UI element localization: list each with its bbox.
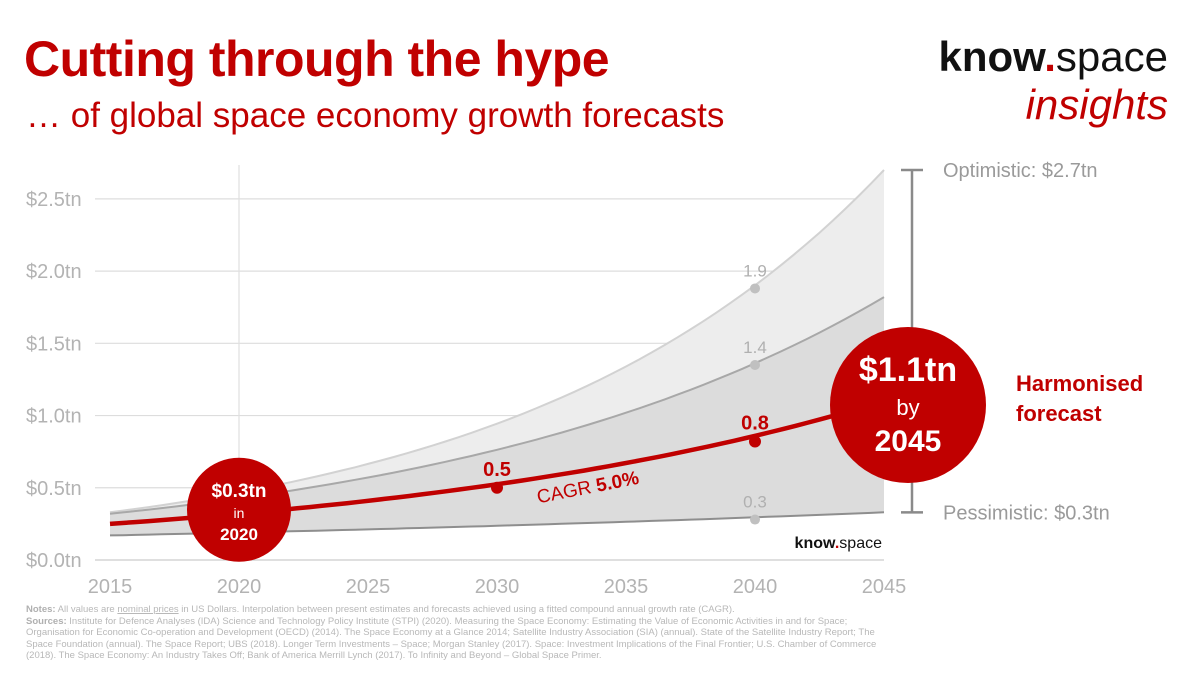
- end-callout-year: 2045: [875, 425, 942, 458]
- optimistic-label: Optimistic: $2.7tn: [943, 160, 1098, 182]
- data-label-harmonised: 0.5: [483, 459, 511, 481]
- sources-label: Sources:: [26, 615, 67, 627]
- page-subtitle: … of global space economy growth forecas…: [26, 96, 725, 135]
- data-point-harmonised: [749, 435, 761, 448]
- end-callout-word: by: [896, 395, 919, 420]
- brand-logo: know.space insights: [938, 36, 1168, 126]
- data-point-optimistic: [750, 283, 760, 294]
- pessimistic-label: Pessimistic: $0.3tn: [943, 502, 1110, 524]
- notes-post: in US Dollars. Interpolation between pre…: [178, 604, 735, 615]
- notes-pre: All values are: [55, 604, 118, 615]
- data-label-pessimistic: 0.3: [743, 493, 767, 512]
- forecast-chart: $0.0tn $0.5tn $1.0tn $1.5tn $2.0tn $2.5tn 2015…: [26, 160, 1143, 598]
- x-tick-label: 2025: [346, 576, 391, 598]
- end-callout-value: $1.1tn: [859, 351, 957, 389]
- x-tick-label: 2035: [604, 576, 649, 598]
- x-tick-label: 2020: [217, 576, 262, 598]
- x-tick-label: 2030: [475, 576, 520, 598]
- notes-label: Notes:: [26, 604, 56, 615]
- y-tick-label: $2.0tn: [26, 261, 82, 283]
- notes-line: Notes: All values are nominal prices in …: [26, 604, 896, 616]
- harmonised-label-line2: forecast: [1016, 401, 1102, 426]
- end-callout-circle: [830, 327, 986, 483]
- y-tick-label: $0.5tn: [26, 478, 82, 500]
- y-tick-label: $2.5tn: [26, 189, 82, 211]
- central-band: [110, 297, 884, 536]
- data-label-harmonised: 0.8: [741, 413, 769, 435]
- brand-wordmark: know.space: [938, 36, 1168, 78]
- y-tick-label: $1.5tn: [26, 333, 82, 355]
- page-title: Cutting through the hype: [24, 31, 610, 87]
- start-callout-word: in: [234, 505, 245, 521]
- range-bracket: Optimistic: $2.7tn Pessimistic: $0.3tn: [901, 160, 1110, 524]
- y-tick-label: $1.0tn: [26, 406, 82, 428]
- data-label-optimistic: 1.9: [743, 261, 767, 280]
- sources-line: Sources: Institute for Defence Analyses …: [26, 616, 896, 662]
- brand-name-light: space: [1055, 33, 1168, 80]
- brand-tagline: insights: [1025, 81, 1168, 128]
- harmonised-label-line1: Harmonised: [1016, 371, 1143, 396]
- start-callout-circle: [187, 457, 291, 562]
- watermark-part: .: [835, 535, 839, 552]
- y-tick-label: $0.0tn: [26, 550, 82, 572]
- callouts: $0.3tn in 2020 $1.1tn by 2045 Harmonised foreca…: [187, 327, 1143, 562]
- start-callout-year: 2020: [220, 525, 258, 544]
- brand-dot: .: [1044, 33, 1056, 80]
- x-tick-label: 2015: [88, 576, 133, 598]
- x-tick-label: 2045: [862, 576, 907, 598]
- optimistic-band: [110, 170, 884, 514]
- gridlines: $0.0tn $0.5tn $1.0tn $1.5tn $2.0tn $2.5tn 2015…: [26, 165, 906, 598]
- forecast-bands: [110, 170, 884, 536]
- sources-text: Institute for Defence Analyses (IDA) Sci…: [26, 615, 877, 662]
- x-tick-label: 2040: [733, 576, 778, 598]
- data-label-upper_central: 1.4: [743, 338, 767, 357]
- notes-underlined: nominal prices: [117, 604, 179, 615]
- watermark-part: know: [795, 535, 836, 552]
- data-point-harmonised: [491, 481, 503, 494]
- data-point-pessimistic: [750, 514, 760, 525]
- brand-name-bold: know: [938, 33, 1045, 80]
- chart-watermark: know.space: [795, 535, 883, 552]
- data-point-upper_central: [750, 360, 760, 370]
- notes-block: Notes: All values are nominal prices in …: [26, 604, 896, 662]
- start-callout-value: $0.3tn: [212, 481, 267, 502]
- watermark-part: space: [839, 535, 882, 552]
